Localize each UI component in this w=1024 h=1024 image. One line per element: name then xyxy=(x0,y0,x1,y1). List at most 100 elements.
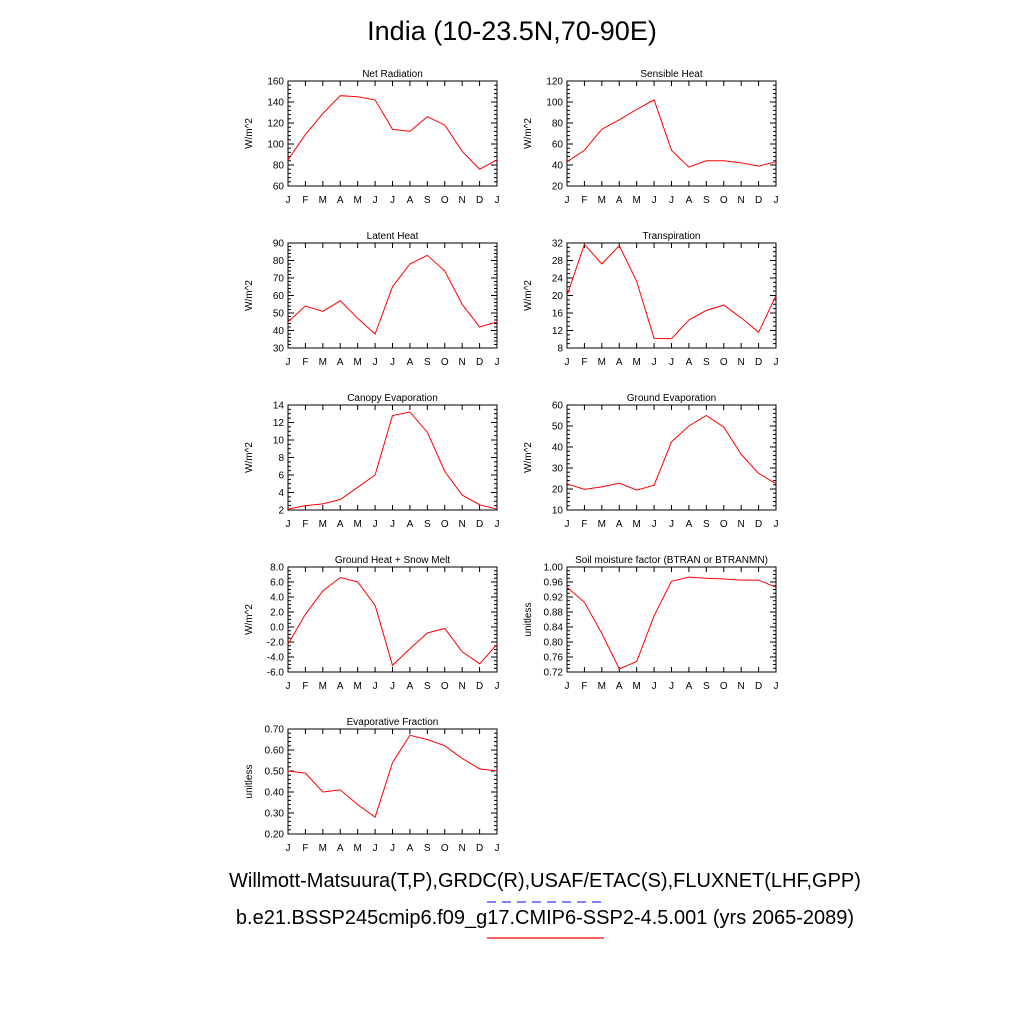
plot-frame xyxy=(287,728,498,835)
y-tick-label: 0.92 xyxy=(544,593,564,604)
y-tick-label: 14 xyxy=(273,401,285,412)
plot-frame xyxy=(566,242,777,349)
series-line-0 xyxy=(287,411,498,510)
x-tick-label: D xyxy=(755,519,762,530)
x-tick-label: M xyxy=(598,519,606,530)
x-tick-label: J xyxy=(565,681,570,692)
y-tick-label: 10 xyxy=(552,506,564,517)
y-tick-label: 20 xyxy=(552,291,564,302)
x-tick-label: N xyxy=(459,681,466,692)
y-tick-label: 28 xyxy=(552,256,564,267)
x-tick-label: N xyxy=(459,195,466,206)
x-tick-label: O xyxy=(441,357,449,368)
y-tick-label: 8 xyxy=(557,344,563,355)
x-tick-label: S xyxy=(703,195,710,206)
x-tick-label: M xyxy=(319,843,327,854)
y-tick-label: 60 xyxy=(273,182,285,193)
panel-title: Net Radiation xyxy=(362,69,423,80)
plot-frame xyxy=(287,242,498,349)
x-tick-label: D xyxy=(476,195,483,206)
series-line-0 xyxy=(287,576,498,667)
panel-title: Transpiration xyxy=(643,231,701,242)
x-tick-label: A xyxy=(686,195,693,206)
y-tick-label: 2.0 xyxy=(270,608,284,619)
x-tick-label: A xyxy=(686,357,693,368)
x-tick-label: A xyxy=(407,843,414,854)
y-tick-label: 20 xyxy=(552,485,564,496)
y-tick-label: 30 xyxy=(552,464,564,475)
y-tick-label: 4 xyxy=(278,488,284,499)
series-line-0 xyxy=(287,254,498,335)
y-tick-label: -6.0 xyxy=(267,668,285,679)
x-tick-label: O xyxy=(720,681,728,692)
x-tick-label: M xyxy=(632,195,640,206)
x-tick-label: O xyxy=(441,519,449,530)
y-tick-label: 0.88 xyxy=(544,608,564,619)
series-line-0 xyxy=(566,414,777,491)
y-tick-label: 12 xyxy=(552,326,564,337)
x-tick-label: N xyxy=(738,681,745,692)
x-tick-label: S xyxy=(703,357,710,368)
x-tick-label: F xyxy=(302,519,308,530)
y-tick-label: 40 xyxy=(552,443,564,454)
x-tick-label: S xyxy=(424,357,431,368)
x-tick-label: J xyxy=(495,357,500,368)
x-tick-label: A xyxy=(337,357,344,368)
y-tick-label: 0.76 xyxy=(544,653,564,664)
panel-title: Latent Heat xyxy=(367,231,419,242)
x-tick-label: M xyxy=(319,357,327,368)
y-axis-label: unitless xyxy=(523,603,534,637)
x-tick-label: D xyxy=(755,195,762,206)
y-tick-label: 90 xyxy=(273,239,285,250)
x-tick-label: F xyxy=(302,195,308,206)
y-tick-label: 16 xyxy=(552,309,564,320)
y-tick-label: 80 xyxy=(552,119,564,130)
y-tick-label: 50 xyxy=(552,422,564,433)
y-tick-label: 0.0 xyxy=(270,623,284,634)
y-tick-label: 40 xyxy=(273,326,285,337)
x-tick-label: A xyxy=(616,195,623,206)
x-tick-label: F xyxy=(302,843,308,854)
y-tick-label: 30 xyxy=(273,344,285,355)
x-tick-label: M xyxy=(353,519,361,530)
x-tick-label: J xyxy=(390,357,395,368)
y-tick-label: 60 xyxy=(552,401,564,412)
y-tick-label: 0.50 xyxy=(265,767,285,778)
plot-frame xyxy=(566,566,777,673)
x-tick-label: J xyxy=(495,519,500,530)
x-tick-label: F xyxy=(581,195,587,206)
x-tick-label: A xyxy=(686,681,693,692)
y-tick-label: 120 xyxy=(546,77,563,88)
plot-frame xyxy=(287,404,498,511)
y-tick-label: 2 xyxy=(278,506,284,517)
y-axis-label: W/m^2 xyxy=(244,280,255,311)
x-tick-label: M xyxy=(632,519,640,530)
x-tick-label: N xyxy=(738,357,745,368)
x-tick-label: J xyxy=(669,195,674,206)
x-tick-label: S xyxy=(703,519,710,530)
y-tick-label: 1.00 xyxy=(544,563,564,574)
x-tick-label: F xyxy=(581,357,587,368)
x-tick-label: J xyxy=(373,357,378,368)
x-tick-label: J xyxy=(373,681,378,692)
panel-title: Canopy Evaporation xyxy=(347,393,438,404)
x-tick-label: J xyxy=(286,195,291,206)
y-tick-label: 80 xyxy=(273,256,285,267)
y-tick-label: 0.72 xyxy=(544,668,564,679)
x-tick-label: A xyxy=(407,195,414,206)
y-axis-label: W/m^2 xyxy=(523,280,534,311)
x-tick-label: J xyxy=(286,519,291,530)
y-tick-label: 0.60 xyxy=(265,746,285,757)
y-tick-label: 8 xyxy=(278,453,284,464)
y-tick-label: 120 xyxy=(267,119,284,130)
x-tick-label: J xyxy=(286,843,291,854)
x-tick-label: O xyxy=(441,843,449,854)
x-tick-label: J xyxy=(390,519,395,530)
x-tick-label: M xyxy=(598,357,606,368)
x-tick-label: N xyxy=(459,519,466,530)
x-tick-label: J xyxy=(495,195,500,206)
